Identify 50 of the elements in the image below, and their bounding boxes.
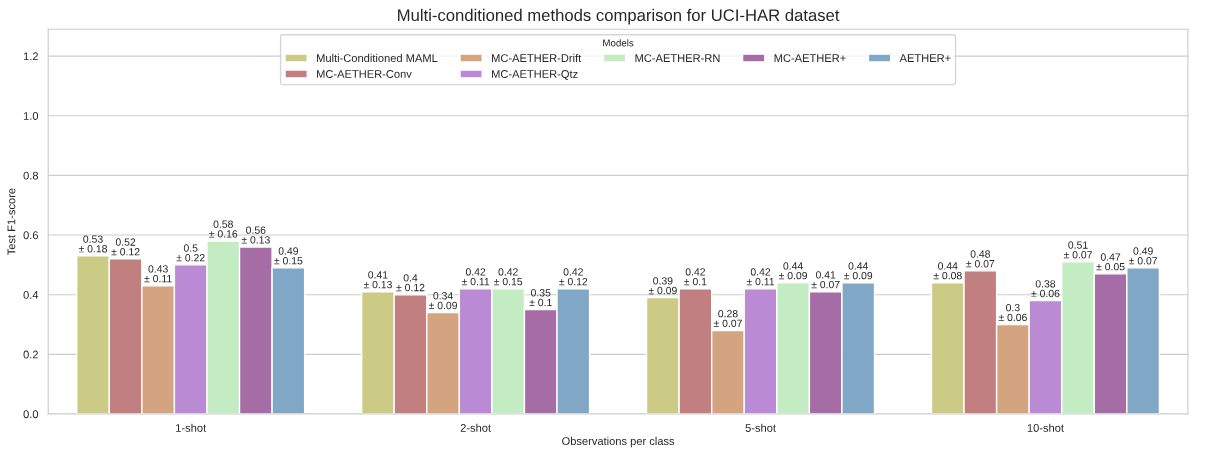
x-tick-label: 5-shot <box>745 423 776 432</box>
data-label: 0.42 ± 0.1 <box>684 268 707 286</box>
data-label: 0.39 ± 0.09 <box>648 277 677 295</box>
legend-label: MC-AETHER-Drift <box>492 53 582 63</box>
data-label: 0.43 ± 0.11 <box>144 265 172 283</box>
data-label: 0.52 ± 0.12 <box>111 238 140 256</box>
data-label: 0.41 ± 0.13 <box>363 271 392 289</box>
legend-label: MC-AETHER-Conv <box>317 70 412 78</box>
data-label: 0.42 ± 0.11 <box>746 268 775 286</box>
data-label: 0.28 ± 0.07 <box>713 309 742 328</box>
data-label: 0.49 ± 0.15 <box>274 247 303 265</box>
data-label: 0.53 ± 0.18 <box>78 235 107 253</box>
y-axis-title: Test F1-score <box>7 188 16 256</box>
data-label: 0.49 ± 0.07 <box>1129 247 1158 265</box>
data-label: 0.4 ± 0.12 <box>396 274 425 292</box>
data-label: 0.51 ± 0.07 <box>1063 241 1092 259</box>
legend-label: Multi-Conditioned MAML <box>317 53 438 63</box>
data-label: 0.44 ± 0.08 <box>933 262 962 280</box>
y-tick-label: 0.6 <box>23 231 39 240</box>
legend-title: Models <box>603 39 634 47</box>
legend-label: MC-AETHER-RN <box>635 54 720 63</box>
x-tick-label: 1-shot <box>176 423 207 432</box>
data-label: 0.42 ± 0.12 <box>559 268 588 286</box>
data-label: 0.38 ± 0.06 <box>1031 280 1060 298</box>
x-tick-label: 10-shot <box>1027 423 1064 432</box>
chart-title: Multi-conditioned methods comparison for UCI-HAR dataset <box>398 8 840 25</box>
data-label: 0.3 ± 0.06 <box>998 303 1027 322</box>
data-label: 0.44 ± 0.09 <box>778 262 808 280</box>
y-tick-label: 0.2 <box>23 350 38 359</box>
x-tick-label: 2-shot <box>460 423 491 432</box>
data-label: 0.35 ± 0.1 <box>529 289 552 307</box>
x-axis-title: Observations per class <box>562 436 675 448</box>
data-label: 0.41 ± 0.07 <box>811 271 840 289</box>
data-label: 0.42 ± 0.15 <box>494 268 523 286</box>
data-label: 0.56 ± 0.13 <box>241 226 270 244</box>
data-label: 0.47 ± 0.05 <box>1096 253 1125 271</box>
y-tick-label: 1.2 <box>23 52 38 61</box>
y-tick-label: 0.8 <box>23 171 39 180</box>
y-tick-label: 1.0 <box>23 112 39 120</box>
legend-label: AETHER+ <box>899 54 951 62</box>
y-tick-label: 0.0 <box>23 410 39 419</box>
data-label: 0.58 ± 0.16 <box>209 220 238 238</box>
data-label: 0.42 ± 0.11 <box>461 268 490 286</box>
data-label: 0.5 ± 0.22 <box>176 244 205 262</box>
data-label: 0.44 ± 0.09 <box>844 262 873 280</box>
legend-label: MC-AETHER+ <box>774 54 846 63</box>
data-label: 0.48 ± 0.07 <box>966 250 995 268</box>
data-label: 0.34 ± 0.09 <box>428 292 457 310</box>
legend-label: MC-AETHER-Qtz <box>492 70 578 80</box>
y-tick-label: 0.4 <box>23 290 39 299</box>
